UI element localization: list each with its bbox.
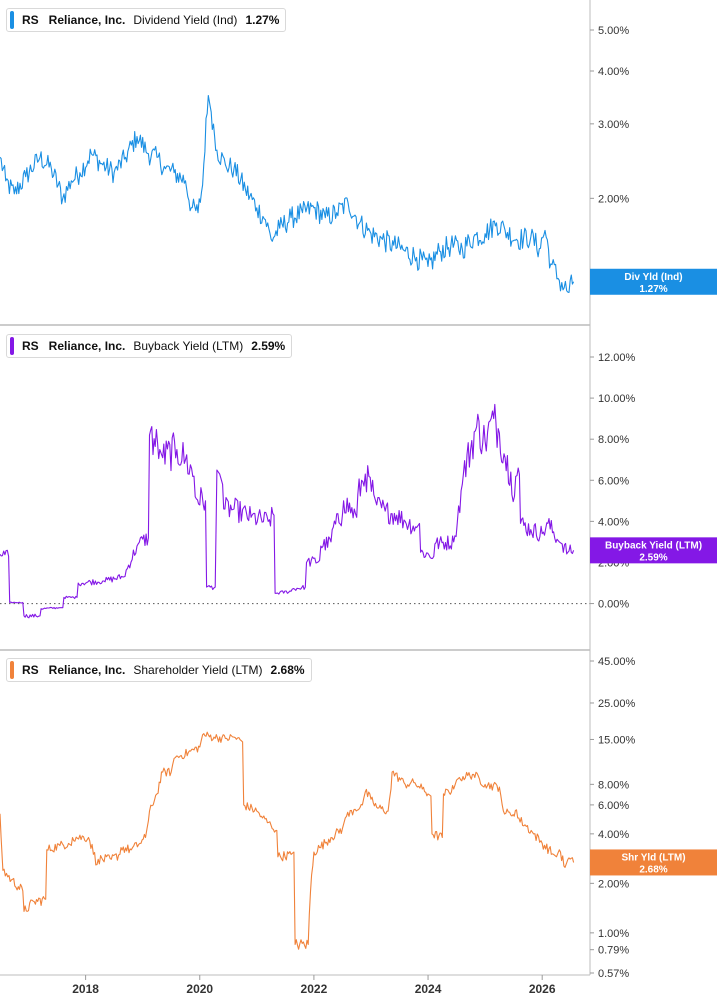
shareholder-yield-y-tick-label: 4.00%: [598, 829, 629, 841]
buyback-yield-value-badge: [590, 537, 717, 564]
buyback-yield-company: Reliance, Inc.: [48, 339, 126, 353]
shareholder-yield-badge-value: 2.68%: [639, 864, 667, 875]
dividend-yield-y-tick-label: 4.00%: [598, 66, 629, 78]
buyback-yield-badge-label: Buyback Yield (LTM): [605, 540, 702, 551]
shareholder-yield-y-tick-label: 2.00%: [598, 878, 629, 890]
shareholder-yield-y-tick-label: 0.57%: [598, 968, 629, 980]
shareholder-yield-ticker: RS: [22, 663, 39, 677]
dividend-yield-y-tick-label: 2.00%: [598, 193, 629, 205]
shareholder-yield-badge-label: Shr Yld (LTM): [621, 852, 685, 863]
dividend-yield-badge-value: 1.27%: [639, 284, 667, 295]
dividend-yield-ticker: RS: [22, 13, 39, 27]
shareholder-yield-y-tick-label: 25.00%: [598, 698, 636, 710]
buyback-yield-swatch: [10, 337, 14, 355]
x-tick-label: 2018: [72, 982, 99, 996]
shareholder-yield-swatch: [10, 661, 14, 679]
buyback-yield-value: 2.59%: [251, 339, 286, 353]
buyback-yield-y-tick-label: 12.00%: [598, 352, 636, 364]
shareholder-yield-value-badge: [590, 849, 717, 876]
buyback-yield-metric: Buyback Yield (LTM): [133, 339, 244, 353]
shareholder-yield-y-tick-label: 15.00%: [598, 734, 636, 746]
shareholder-yield-y-tick-label: 6.00%: [598, 800, 629, 812]
buyback-yield-badge-value: 2.59%: [639, 552, 667, 563]
dividend-yield-company: Reliance, Inc.: [48, 13, 126, 27]
buyback-yield-series-line: [0, 403, 575, 619]
buyback-yield-y-tick-label: 6.00%: [598, 475, 629, 487]
shareholder-yield-metric: Shareholder Yield (LTM): [133, 663, 263, 677]
shareholder-yield-y-tick-label: 45.00%: [598, 656, 636, 668]
buyback-yield-y-tick-label: 8.00%: [598, 434, 629, 446]
buyback-yield-legend[interactable]: RS Reliance, Inc. Buyback Yield (LTM) 2.…: [6, 334, 293, 358]
shareholder-yield-company: Reliance, Inc.: [48, 663, 126, 677]
shareholder-yield-y-tick-label: 1.00%: [598, 928, 629, 940]
dividend-yield-legend[interactable]: RS Reliance, Inc. Dividend Yield (Ind) 1…: [6, 8, 287, 32]
x-tick-label: 2026: [529, 982, 556, 996]
shareholder-yield-y-tick-label: 8.00%: [598, 779, 629, 791]
shareholder-yield-legend[interactable]: RS Reliance, Inc. Shareholder Yield (LTM…: [6, 658, 312, 682]
buyback-yield-y-tick-label: 0.00%: [598, 599, 629, 611]
shareholder-yield-value: 2.68%: [270, 663, 305, 677]
buyback-yield-y-tick-label: 10.00%: [598, 393, 636, 405]
dividend-yield-metric: Dividend Yield (Ind): [133, 13, 238, 27]
dividend-yield-badge-label: Div Yld (Ind): [624, 272, 682, 283]
x-tick-label: 2022: [301, 982, 328, 996]
shareholder-yield-series-line: [0, 731, 575, 950]
dividend-yield-y-tick-label: 3.00%: [598, 119, 629, 131]
buyback-yield-ticker: RS: [22, 339, 39, 353]
shareholder-yield-y-tick-label: 0.79%: [598, 945, 629, 957]
dividend-yield-series-line: [0, 94, 575, 293]
x-tick-label: 2024: [415, 982, 442, 996]
buyback-yield-y-tick-label: 4.00%: [598, 516, 629, 528]
dividend-yield-y-tick-label: 5.00%: [598, 25, 629, 37]
dividend-yield-value: 1.27%: [245, 13, 280, 27]
dividend-yield-swatch: [10, 11, 14, 29]
dividend-yield-value-badge: [590, 268, 717, 295]
x-tick-label: 2020: [186, 982, 213, 996]
